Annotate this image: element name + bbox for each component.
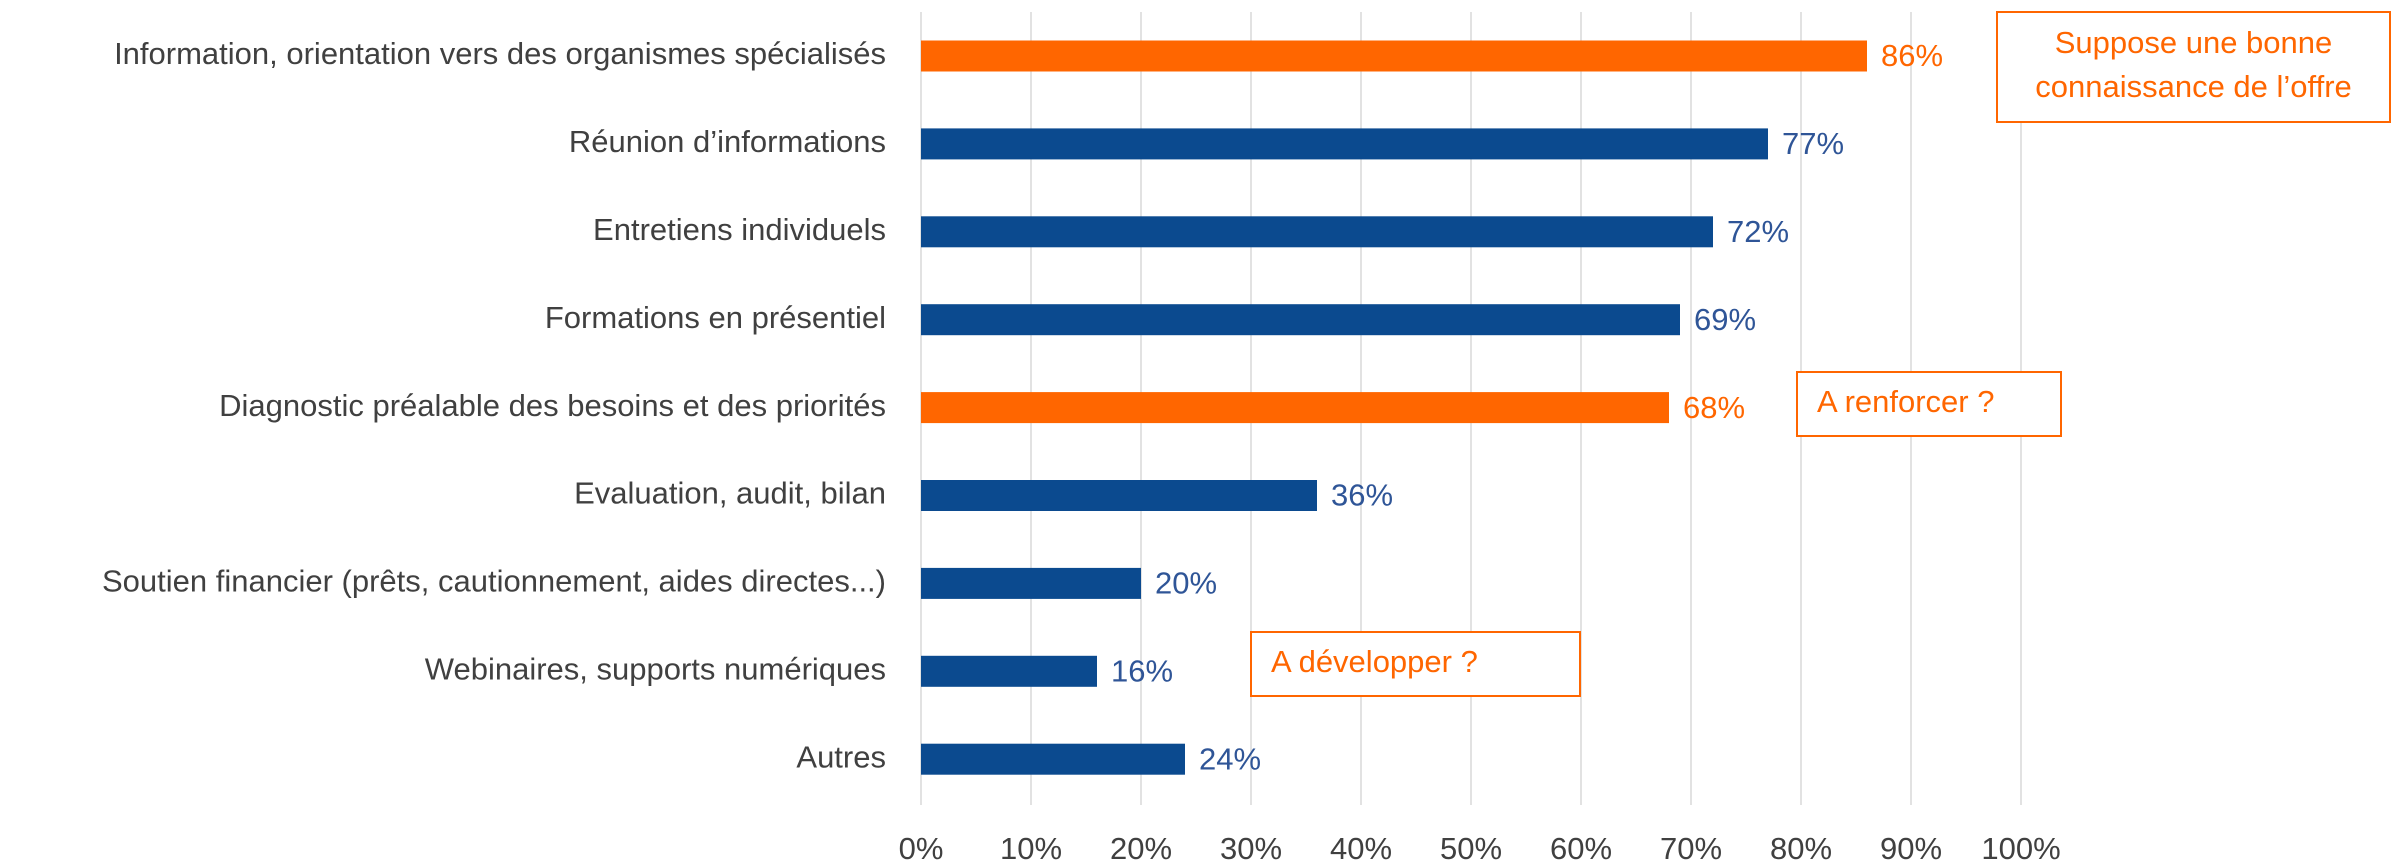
category-label: Soutien financier (prêts, cautionnement,… — [102, 564, 886, 599]
annotation-text: Suppose une bonne — [2055, 25, 2333, 60]
category-label: Information, orientation vers des organi… — [114, 36, 886, 71]
category-label: Diagnostic préalable des besoins et des … — [219, 388, 886, 423]
category-label: Entretiens individuels — [593, 212, 886, 247]
category-label: Autres — [796, 739, 886, 774]
x-tick-label: 0% — [899, 831, 944, 866]
bar — [921, 480, 1317, 511]
value-label: 24% — [1199, 741, 1261, 776]
bar — [921, 216, 1713, 248]
category-label: Formations en présentiel — [545, 300, 886, 335]
annotation-text: A développer ? — [1271, 644, 1478, 679]
value-label: 86% — [1881, 38, 1943, 73]
x-tick-label: 80% — [1770, 831, 1832, 866]
x-tick-label: 60% — [1550, 831, 1612, 866]
x-tick-label: 50% — [1440, 831, 1502, 866]
annotation-text: A renforcer ? — [1817, 384, 1994, 419]
x-tick-label: 70% — [1660, 831, 1722, 866]
annotation-box — [1796, 371, 2062, 437]
x-tick-label: 100% — [1981, 831, 2060, 866]
annotation-box — [1250, 631, 1581, 697]
bar — [921, 392, 1669, 424]
x-tick-label: 40% — [1330, 831, 1392, 866]
annotation-box — [1996, 11, 2391, 123]
bar — [921, 40, 1867, 72]
x-tick-label: 90% — [1880, 831, 1942, 866]
bar — [921, 304, 1680, 336]
value-label: 77% — [1782, 126, 1844, 161]
category-label: Webinaires, supports numériques — [425, 651, 886, 686]
value-label: 20% — [1155, 566, 1217, 601]
bar — [921, 743, 1185, 775]
bar — [921, 567, 1141, 599]
category-label: Réunion d’informations — [569, 124, 886, 159]
value-label: 72% — [1727, 214, 1789, 249]
annotation-text: connaissance de l’offre — [2035, 69, 2352, 104]
value-label: 69% — [1694, 302, 1756, 337]
value-label: 36% — [1331, 478, 1393, 513]
value-label: 16% — [1111, 653, 1173, 688]
x-tick-label: 20% — [1110, 831, 1172, 866]
x-tick-label: 30% — [1220, 831, 1282, 866]
value-label: 68% — [1683, 390, 1745, 425]
x-tick-label: 10% — [1000, 831, 1062, 866]
bar — [921, 128, 1768, 160]
category-label: Evaluation, audit, bilan — [574, 476, 886, 511]
bar — [921, 655, 1097, 687]
